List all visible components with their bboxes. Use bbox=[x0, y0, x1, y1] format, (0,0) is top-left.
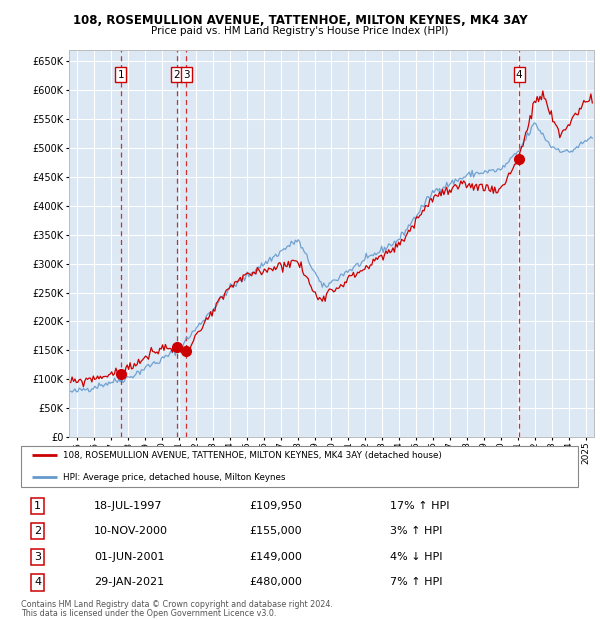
Text: 7% ↑ HPI: 7% ↑ HPI bbox=[390, 577, 443, 587]
Text: 2: 2 bbox=[173, 70, 180, 80]
Text: 2: 2 bbox=[34, 526, 41, 536]
Text: £109,950: £109,950 bbox=[249, 501, 302, 511]
Text: 4% ↓ HPI: 4% ↓ HPI bbox=[390, 552, 443, 562]
Text: 29-JAN-2021: 29-JAN-2021 bbox=[94, 577, 164, 587]
Text: 3: 3 bbox=[183, 70, 190, 80]
Text: 01-JUN-2001: 01-JUN-2001 bbox=[94, 552, 164, 562]
Text: £480,000: £480,000 bbox=[249, 577, 302, 587]
Text: 10-NOV-2000: 10-NOV-2000 bbox=[94, 526, 168, 536]
Text: Contains HM Land Registry data © Crown copyright and database right 2024.: Contains HM Land Registry data © Crown c… bbox=[21, 600, 333, 609]
Text: 17% ↑ HPI: 17% ↑ HPI bbox=[390, 501, 450, 511]
Text: £155,000: £155,000 bbox=[249, 526, 302, 536]
Text: 1: 1 bbox=[118, 70, 124, 80]
Text: This data is licensed under the Open Government Licence v3.0.: This data is licensed under the Open Gov… bbox=[21, 609, 277, 618]
FancyBboxPatch shape bbox=[21, 446, 578, 487]
Text: Price paid vs. HM Land Registry's House Price Index (HPI): Price paid vs. HM Land Registry's House … bbox=[151, 26, 449, 36]
Text: 3% ↑ HPI: 3% ↑ HPI bbox=[390, 526, 443, 536]
Text: 18-JUL-1997: 18-JUL-1997 bbox=[94, 501, 163, 511]
Text: 3: 3 bbox=[34, 552, 41, 562]
Text: 4: 4 bbox=[516, 70, 523, 80]
Text: 108, ROSEMULLION AVENUE, TATTENHOE, MILTON KEYNES, MK4 3AY (detached house): 108, ROSEMULLION AVENUE, TATTENHOE, MILT… bbox=[63, 451, 442, 459]
Text: 1: 1 bbox=[34, 501, 41, 511]
Text: 4: 4 bbox=[34, 577, 41, 587]
Text: HPI: Average price, detached house, Milton Keynes: HPI: Average price, detached house, Milt… bbox=[63, 473, 286, 482]
Text: £149,000: £149,000 bbox=[249, 552, 302, 562]
Text: 108, ROSEMULLION AVENUE, TATTENHOE, MILTON KEYNES, MK4 3AY: 108, ROSEMULLION AVENUE, TATTENHOE, MILT… bbox=[73, 14, 527, 27]
